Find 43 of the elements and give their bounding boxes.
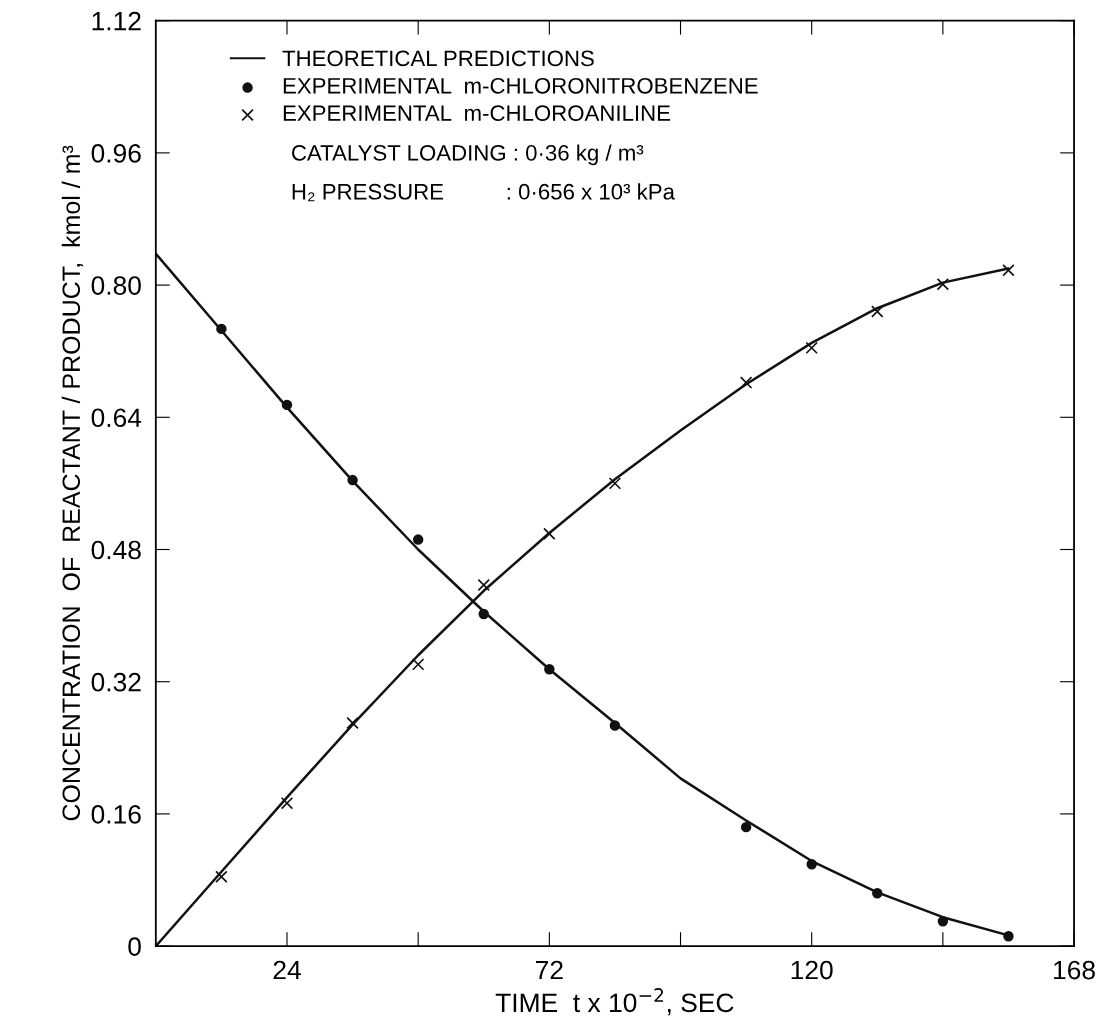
point xyxy=(280,796,294,810)
y-axis-title: CONCENTRATION OF REACTANT / PRODUCT, kmol / m³ xyxy=(61,145,84,821)
point xyxy=(1003,930,1014,942)
point xyxy=(478,608,489,620)
legend-label: THEORETICAL PREDICTIONS xyxy=(282,50,594,67)
point xyxy=(608,477,622,490)
x-axis-title: TIME t x 10$^{−2}$, SEC xyxy=(495,988,734,1016)
annotation: H₂ PRESSURE : 0·656 x 10³ kPa xyxy=(292,183,675,202)
point xyxy=(477,578,490,592)
y-tick-label: 0.32 xyxy=(91,672,141,692)
x-tick-label: 168 xyxy=(1054,960,1095,980)
point xyxy=(740,821,752,833)
y-tick-label: 0.48 xyxy=(91,540,141,560)
y-tick-label: 0.64 xyxy=(91,408,142,428)
legend-label: EXPERIMENTAL m-CHLOROANILINE xyxy=(283,105,671,122)
y-tick-label: 0.96 xyxy=(91,144,141,163)
point xyxy=(806,859,817,870)
annotation: CATALYST LOADING : 0·36 kg / m³ xyxy=(292,144,644,166)
x-tick-label: 120 xyxy=(791,960,833,980)
point xyxy=(346,716,359,730)
point xyxy=(936,278,950,291)
point xyxy=(871,305,884,318)
point xyxy=(281,399,293,411)
y-tick-label: 1.12 xyxy=(92,11,141,31)
point xyxy=(1002,264,1015,277)
point xyxy=(739,376,753,389)
point xyxy=(543,527,556,541)
point xyxy=(937,916,949,927)
y-tick-label: 0.80 xyxy=(91,276,141,295)
point xyxy=(347,474,358,486)
point xyxy=(215,870,228,883)
point xyxy=(411,658,425,671)
point xyxy=(609,720,621,731)
legend-label: EXPERIMENTAL m-CHLORONITROBENZENE xyxy=(283,77,758,94)
x-tick-label: 72 xyxy=(536,960,563,980)
point xyxy=(805,341,818,355)
point xyxy=(216,323,227,335)
y-tick-label: 0.16 xyxy=(91,805,141,824)
point xyxy=(872,888,883,899)
point xyxy=(412,534,424,545)
y-tick-label: 0 xyxy=(128,937,141,956)
point xyxy=(544,664,555,675)
x-tick-label: 24 xyxy=(273,960,301,980)
